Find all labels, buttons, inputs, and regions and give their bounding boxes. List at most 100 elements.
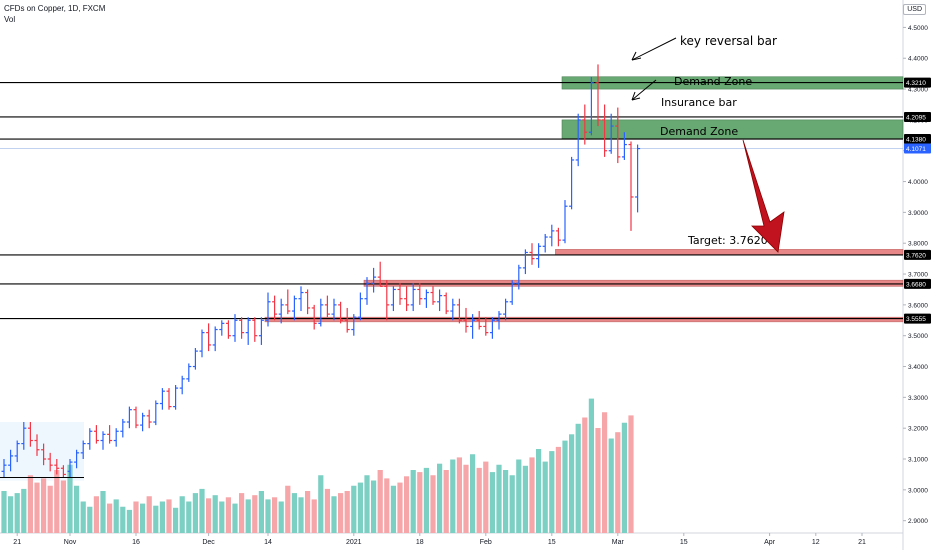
volume-bar [166, 499, 172, 533]
volume-bar [239, 493, 245, 533]
zone-green [561, 119, 904, 139]
volume-bar [430, 475, 436, 533]
x-tick-label: Apr [764, 539, 776, 546]
volume-bar [364, 475, 370, 533]
level-price-label: 3.7620 [906, 252, 926, 259]
zone-red [555, 249, 904, 256]
volume-bar [298, 497, 304, 533]
volume-bar [159, 501, 165, 533]
volume-bar [126, 509, 132, 533]
volume-bar [173, 507, 179, 533]
volume-bar [285, 485, 291, 533]
symbol-title: CFDs on Copper, 1D, FXCM [4, 4, 106, 13]
x-tick-label: 16 [132, 539, 140, 546]
level-price-tag [904, 313, 931, 324]
volume-bar [133, 501, 139, 533]
volume-bar [199, 488, 205, 533]
level-price-label: 3.6680 [906, 281, 926, 288]
volume-bar [192, 493, 198, 533]
x-tick-label: 15 [680, 539, 688, 546]
volume-bar [615, 432, 621, 533]
arrow-insurance-bar-head [631, 91, 641, 101]
annotation-insurance-bar: Insurance bar [661, 96, 737, 109]
y-tick-label: 3.8000 [908, 241, 928, 248]
volume-bar [146, 496, 152, 533]
volume-bar [417, 472, 423, 533]
volume-bar [569, 434, 575, 533]
volume-bar [318, 475, 324, 533]
volume-bar [291, 493, 297, 533]
y-tick-label: 3.6000 [908, 302, 928, 309]
level-price-tag [904, 134, 931, 145]
y-tick-label: 3.0000 [908, 487, 928, 494]
currency-button[interactable]: USD [903, 4, 926, 15]
annotation-demand-zone-top: Demand Zone [674, 75, 752, 88]
volume-bar [384, 478, 390, 533]
volume-bar [67, 464, 73, 533]
volume-bar [344, 491, 350, 533]
volume-bar [252, 495, 258, 533]
volume-bar [562, 440, 568, 533]
volume-bar [1, 491, 7, 533]
volume-bar [225, 497, 231, 533]
x-tick-label: 21 [13, 539, 21, 546]
volume-bar [423, 467, 429, 533]
volume-bar [153, 505, 159, 533]
volume-bar [549, 451, 555, 533]
volume-bar [628, 415, 634, 533]
volume-bar [34, 482, 40, 533]
arrow-insurance-bar [631, 79, 657, 101]
volume-bar [443, 470, 449, 533]
x-tick-label: Nov [64, 539, 77, 546]
x-tick-label: 14 [264, 539, 272, 546]
x-tick-label: 15 [548, 539, 556, 546]
y-tick-label: 2.9000 [908, 518, 928, 525]
volume-bar [74, 485, 80, 533]
volume-bar [219, 501, 225, 533]
x-tick-label: Feb [480, 539, 492, 546]
x-tick-label: 18 [416, 539, 424, 546]
volume-bar [8, 496, 14, 533]
y-tick-label: 4.5000 [908, 25, 928, 32]
volume-label: Vol [4, 15, 16, 24]
volume-bar [278, 501, 284, 533]
volume-bar [575, 423, 581, 533]
volume-bar [87, 506, 93, 533]
volume-bar [331, 496, 337, 533]
volume-bar [107, 503, 113, 533]
level-price-tag [904, 143, 931, 154]
volume-bar [179, 496, 185, 533]
y-tick-label: 3.2000 [908, 426, 928, 433]
x-tick-label: 12 [812, 539, 820, 546]
volume-bar [212, 495, 218, 533]
volume-bar [483, 461, 489, 533]
target-arrow [742, 139, 785, 253]
y-tick-label: 3.9000 [908, 210, 928, 217]
y-tick-label: 3.3000 [908, 395, 928, 402]
volume-bar [602, 412, 608, 533]
level-price-label: 4.3210 [906, 80, 926, 87]
volume-bar [100, 491, 106, 533]
zone-red [363, 279, 904, 287]
volume-bar [41, 478, 47, 533]
volume-bar [186, 501, 192, 533]
volume-bar [377, 470, 383, 533]
volume-bar [476, 467, 482, 533]
level-price-label: 3.5555 [906, 316, 926, 323]
volume-bar [404, 476, 410, 533]
y-tick-label: 3.7000 [908, 272, 928, 279]
y-tick-label: 3.4000 [908, 364, 928, 371]
volume-bar [120, 506, 126, 533]
volume-bar [542, 461, 548, 533]
volume-bar [397, 482, 403, 533]
volume-bar [450, 459, 456, 533]
volume-bar [489, 472, 495, 533]
x-tick-label: 21 [858, 539, 866, 546]
volume-bar [437, 463, 443, 533]
x-tick-label: Mar [612, 539, 625, 546]
y-tick-label: 4.0000 [908, 179, 928, 186]
annotation-target: Target: 3.7620 [687, 234, 768, 247]
volume-bar [265, 499, 271, 533]
